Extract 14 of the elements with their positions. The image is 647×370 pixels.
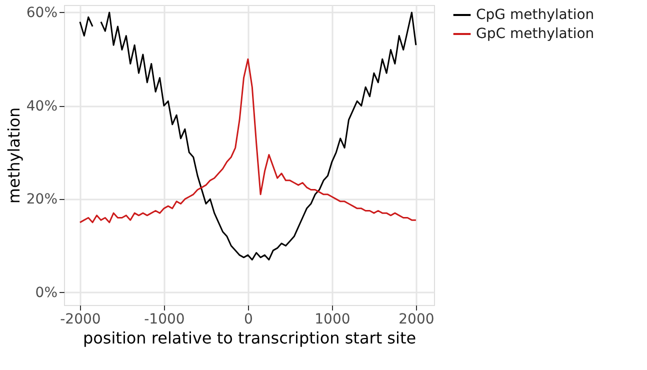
x-tick-label: -1000 <box>144 312 185 328</box>
x-tick-label: 1000 <box>314 312 350 328</box>
y-tick-label: 0% <box>35 284 58 301</box>
x-tick-label: 0 <box>244 312 253 328</box>
x-axis-title: position relative to transcription start site <box>82 328 416 348</box>
y-tick-label: 40% <box>26 98 58 114</box>
x-tick-label: -2000 <box>60 312 101 328</box>
y-tick-label: 60% <box>26 4 58 21</box>
y-tick-label: 20% <box>26 192 58 208</box>
x-tick-label: 2000 <box>398 312 434 328</box>
line-series <box>79 58 417 224</box>
legend-label: GpC methylation <box>476 26 594 42</box>
legend-label: CpG methylation <box>476 7 594 23</box>
y-axis-title: methylation <box>4 107 24 204</box>
